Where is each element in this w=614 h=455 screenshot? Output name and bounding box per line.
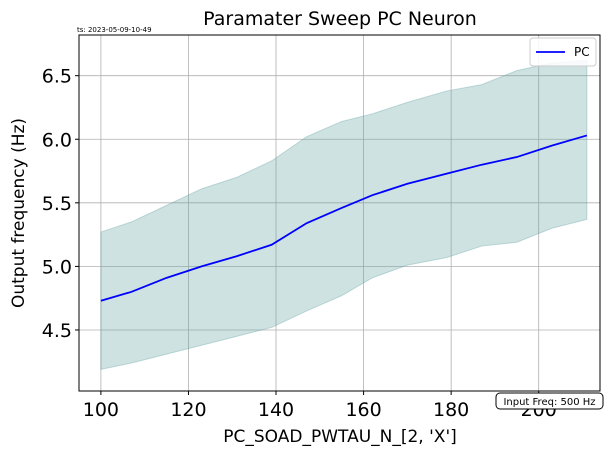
x-tick-label: 180	[433, 399, 469, 421]
timestamp: ts: 2023-05-09-10-49	[77, 26, 152, 34]
x-tick-label: 120	[170, 399, 206, 421]
annotation: Input Freq: 500 Hz	[495, 392, 604, 410]
y-tick-label: 5.5	[42, 193, 72, 215]
y-tick-label: 6.0	[42, 129, 72, 151]
confidence-band	[100, 59, 588, 371]
legend-label: PC	[574, 45, 590, 59]
annotation-text: Input Freq: 500 Hz	[503, 397, 595, 408]
x-tick-label: 140	[258, 399, 294, 421]
x-axis-label: PC_SOAD_PWTAU_N_[2, 'X']	[223, 427, 457, 447]
x-tick-label: 160	[345, 399, 381, 421]
y-axis-label: Output frequency (Hz)	[9, 118, 29, 308]
grid	[79, 35, 600, 391]
x-tick-label: 100	[83, 399, 119, 421]
y-tick-label: 6.5	[42, 66, 72, 88]
band-layer	[100, 59, 588, 371]
annotation-box	[495, 392, 604, 410]
legend: PC	[529, 37, 597, 67]
y-tick-label: 4.5	[42, 320, 72, 342]
line-layer	[100, 134, 588, 302]
series-line-pc	[100, 134, 588, 302]
chart-title: Paramater Sweep PC Neuron	[203, 8, 477, 30]
plot-frame	[78, 34, 601, 392]
y-tick-label: 5.0	[42, 256, 72, 278]
